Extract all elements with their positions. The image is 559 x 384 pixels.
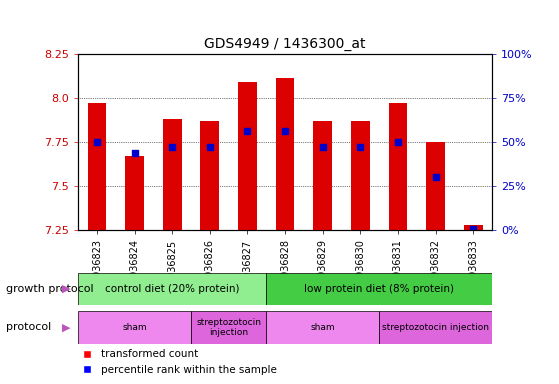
Text: sham: sham bbox=[310, 323, 335, 332]
Bar bbox=[238, 82, 257, 230]
Bar bbox=[125, 156, 144, 230]
Point bbox=[356, 144, 365, 151]
Bar bbox=[379, 311, 492, 344]
Bar bbox=[191, 311, 266, 344]
Point bbox=[243, 128, 252, 134]
Text: streptozotocin
injection: streptozotocin injection bbox=[196, 318, 261, 337]
Bar bbox=[78, 273, 266, 305]
Point bbox=[281, 128, 290, 134]
Legend: transformed count, percentile rank within the sample: transformed count, percentile rank withi… bbox=[78, 345, 281, 379]
Bar bbox=[426, 142, 445, 230]
Bar bbox=[266, 311, 379, 344]
Bar bbox=[266, 273, 492, 305]
Point bbox=[130, 150, 139, 156]
Point bbox=[93, 139, 102, 145]
Text: ▶: ▶ bbox=[61, 322, 70, 333]
Bar bbox=[351, 121, 369, 230]
Point bbox=[205, 144, 214, 151]
Text: low protein diet (8% protein): low protein diet (8% protein) bbox=[304, 284, 454, 294]
Bar bbox=[276, 78, 295, 230]
Point bbox=[168, 144, 177, 151]
Point bbox=[318, 144, 327, 151]
Text: control diet (20% protein): control diet (20% protein) bbox=[105, 284, 239, 294]
Bar bbox=[464, 225, 482, 230]
Point bbox=[394, 139, 402, 145]
Text: sham: sham bbox=[122, 323, 147, 332]
Bar bbox=[389, 103, 408, 230]
Bar bbox=[88, 103, 106, 230]
Text: ▶: ▶ bbox=[61, 284, 70, 294]
Bar bbox=[313, 121, 332, 230]
Point bbox=[468, 225, 477, 232]
Title: GDS4949 / 1436300_at: GDS4949 / 1436300_at bbox=[205, 37, 366, 51]
Bar bbox=[201, 121, 219, 230]
Text: protocol: protocol bbox=[6, 322, 51, 333]
Text: streptozotocin injection: streptozotocin injection bbox=[382, 323, 489, 332]
Text: growth protocol: growth protocol bbox=[6, 284, 93, 294]
Bar bbox=[78, 311, 191, 344]
Bar bbox=[163, 119, 182, 230]
Point bbox=[431, 174, 440, 180]
